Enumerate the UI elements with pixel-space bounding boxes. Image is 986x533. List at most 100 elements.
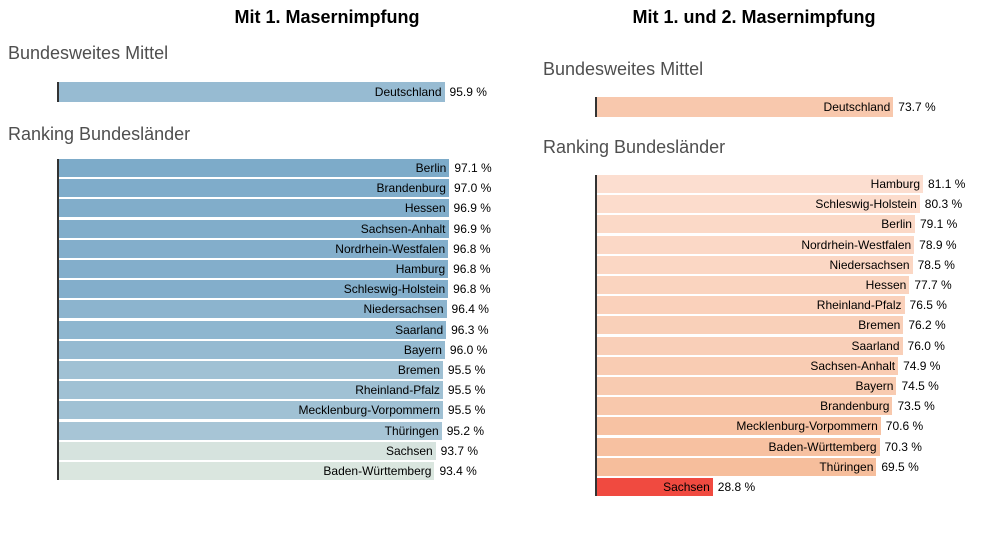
bar-label: Bremen 95.5 % [398,363,485,377]
bar-row-niedersachsen: Niedersachsen 96.4 % [59,300,489,319]
bar-value-label: 96.8 % [453,282,491,297]
bar-label: Sachsen 93.7 % [386,443,479,458]
section-label-ranking-right: Ranking Bundesländer [543,137,726,157]
ranking-bar-area-right: Hamburg 81.1 % Schleswig-Holstein 80.3 % Ber… [595,175,986,496]
national-bar-area-left: Deutschland 95.9 % [57,82,487,102]
bar-category-label: Brandenburg [376,181,446,196]
bar-value-label: 96.9 % [453,221,491,236]
bar-value-label: 96.9 % [453,201,491,216]
bar-category-label: Thüringen [384,423,439,438]
bar-label: Berlin 97.1 % [416,161,492,175]
bar-row-deutschland: Deutschland 95.9 % [59,82,487,102]
bar [59,462,435,480]
bar-category-label: Bremen [858,318,901,333]
bar-category-label: Sachsen-Anhalt [810,358,896,373]
bar-category-label: Thüringen [819,459,874,474]
bar-value-label: 97.0 % [453,181,492,196]
bar-label: Niedersachsen 96.4 % [363,302,488,316]
bar-value-label: 81.1 % [928,177,966,191]
bar-value-label: 74.9 % [903,358,941,373]
bar-label: Niedersachsen 78.5 % [830,257,955,272]
bar-label: Sachsen-Anhalt 74.9 % [810,358,941,373]
bar-category-label: Mecklenburg-Vorpommern [736,419,878,434]
bar [597,235,915,254]
bar-label: Sachsen-Anhalt 96.9 % [361,221,491,236]
bar [597,417,881,436]
bar-category-label: Niedersachsen [363,302,444,317]
section-label-ranking-left: Ranking Bundesländer [8,124,191,144]
bar-label: Saarland 76.0 % [851,338,945,353]
bar-value-label: 76.0 % [907,338,945,353]
bar-category-label: Baden-Württemberg [323,464,432,478]
bar-row-sachsen-anhalt: Sachsen-Anhalt 74.9 % [597,356,986,375]
bar-label: Berlin 79.1 % [881,217,957,231]
bar-row-hessen: Hessen 77.7 % [597,276,986,294]
bar-label: Bremen 76.2 % [858,318,946,333]
chart-title-left: Mit 1. Masernimpfung [234,7,420,27]
bar-row-hamburg: Hamburg 81.1 % [597,175,986,193]
bar-row-berlin: Berlin 97.1 % [59,159,492,177]
bar-value-label: 74.5 % [901,379,939,393]
bar-value-label: 96.0 % [449,342,488,357]
bar-row-thüringen: Thüringen 69.5 % [597,457,986,476]
bar-label: Hamburg 81.1 % [871,177,966,191]
bar-label: Deutschland 95.9 % [375,85,487,99]
chart-mit-1-und-2-masernimpfung: Mit 1. und 2. Masernimpfung Bundesweites… [493,0,986,533]
bar-category-label: Sachsen [663,480,710,494]
bar-row-hessen: Hessen 96.9 % [59,199,491,218]
bar-category-label: Bremen [397,363,440,377]
bar-value-label: 76.2 % [908,318,946,333]
bar-row-bayern: Bayern 96.0 % [59,340,487,359]
bar-row-mecklenburg-vorpommern: Mecklenburg-Vorpommern 70.6 % [597,417,986,436]
bar-row-thüringen: Thüringen 95.2 % [59,421,484,440]
bar-category-label: Bayern [855,379,894,393]
bar-value-label: 95.5 % [447,403,486,418]
bar [59,280,449,299]
bar-value-label: 93.7 % [440,443,479,458]
bar-category-label: Brandenburg [820,399,890,414]
bar [597,195,920,214]
bar-label: Sachsen 28.8 % [663,480,756,494]
bar-row-baden-württemberg: Baden-Württemberg 93.4 % [59,462,479,480]
bar-label: Hamburg 96.8 % [396,262,491,276]
bar-category-label: Berlin [415,161,447,175]
bar-category-label: Nordrhein-Westfalen [801,237,912,252]
bar-category-label: Sachsen-Anhalt [360,221,446,236]
bar-value-label: 70.3 % [884,439,922,454]
bar-label: Schleswig-Holstein 80.3 % [815,197,963,212]
bar-value-label: 96.8 % [453,241,491,256]
bar-label: Mecklenburg-Vorpommern 95.5 % [299,403,486,418]
bar-value-label: 28.8 % [717,480,756,494]
bar [59,340,445,359]
bar-value-label: 95.9 % [449,85,487,99]
bar-value-label: 97.1 % [454,161,492,175]
bar-label: Brandenburg 97.0 % [377,181,492,196]
bar-value-label: 73.5 % [897,399,935,414]
bar-category-label: Bayern [403,342,442,357]
bar-category-label: Deutschland [823,100,891,114]
bar-row-rheinland-pfalz: Rheinland-Pfalz 95.5 % [59,381,485,400]
section-label-national-left: Bundesweites Mittel [8,43,169,63]
bar [597,97,894,117]
bar [597,397,893,416]
axis-line [57,159,59,480]
bar-row-bremen: Bremen 76.2 % [597,316,986,335]
bar-category-label: Sachsen [385,443,433,458]
bar [59,82,445,102]
bar [597,296,905,315]
bar-value-label: 78.5 % [917,257,955,272]
bar-row-sachsen: Sachsen 28.8 % [597,478,986,496]
bar-label: Hessen 77.7 % [866,278,952,292]
bar-label: Schleswig-Holstein 96.8 % [344,282,491,297]
bar-category-label: Baden-Württemberg [768,439,877,454]
axis-line [595,175,597,496]
bar-value-label: 80.3 % [924,197,963,212]
bar-row-schleswig-holstein: Schleswig-Holstein 80.3 % [597,195,986,214]
bar [59,320,447,339]
bar [59,401,443,420]
bar-row-brandenburg: Brandenburg 73.5 % [597,397,986,416]
bar-value-label: 77.7 % [914,278,952,292]
bar-category-label: Hamburg [870,177,921,191]
bar-row-deutschland: Deutschland 73.7 % [597,97,986,117]
bar [597,478,713,496]
